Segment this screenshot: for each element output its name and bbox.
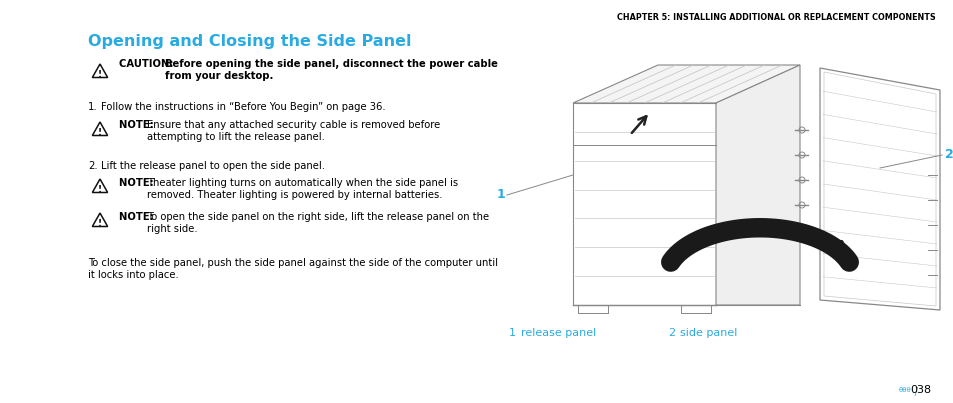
Polygon shape	[573, 65, 800, 103]
Text: NOTE:: NOTE:	[119, 212, 157, 222]
Text: side panel: side panel	[679, 328, 737, 338]
Text: !: !	[98, 218, 102, 228]
Text: Follow the instructions in “Before You Begin” on page 36.: Follow the instructions in “Before You B…	[101, 102, 385, 112]
Text: NOTE:: NOTE:	[119, 120, 157, 130]
Text: !: !	[98, 185, 102, 193]
Text: To close the side panel, push the side panel against the side of the computer un: To close the side panel, push the side p…	[88, 258, 497, 280]
Text: Theater lighting turns on automatically when the side panel is
removed. Theater : Theater lighting turns on automatically …	[147, 178, 457, 199]
Polygon shape	[92, 122, 108, 135]
Text: 1: 1	[496, 189, 504, 202]
Text: Opening and Closing the Side Panel: Opening and Closing the Side Panel	[88, 34, 411, 49]
Text: 2: 2	[667, 328, 675, 338]
Text: 038: 038	[909, 385, 930, 395]
Text: 2: 2	[944, 148, 953, 162]
Text: 1.: 1.	[88, 102, 97, 112]
Polygon shape	[820, 68, 939, 310]
Polygon shape	[92, 213, 108, 226]
Text: /: /	[898, 387, 917, 397]
Text: 2.: 2.	[88, 161, 97, 171]
Text: Ensure that any attached security cable is removed before
attempting to lift the: Ensure that any attached security cable …	[147, 120, 439, 141]
Text: Before opening the side panel, disconnect the power cable
from your desktop.: Before opening the side panel, disconnec…	[165, 59, 497, 81]
Polygon shape	[92, 64, 108, 77]
Text: CHAPTER 5: INSTALLING ADDITIONAL OR REPLACEMENT COMPONENTS: CHAPTER 5: INSTALLING ADDITIONAL OR REPL…	[617, 13, 935, 22]
Text: CAUTION:: CAUTION:	[119, 59, 177, 69]
Text: Lift the release panel to open the side panel.: Lift the release panel to open the side …	[101, 161, 325, 171]
Text: θθθ: θθθ	[898, 387, 911, 393]
Polygon shape	[573, 103, 716, 305]
Polygon shape	[92, 179, 108, 193]
Text: NOTE:: NOTE:	[119, 178, 157, 188]
Text: release panel: release panel	[520, 328, 596, 338]
Text: !: !	[98, 128, 102, 137]
Text: To open the side panel on the right side, lift the release panel on the
right si: To open the side panel on the right side…	[147, 212, 489, 234]
Text: 1: 1	[509, 328, 516, 338]
Text: !: !	[98, 70, 102, 79]
Polygon shape	[716, 65, 800, 305]
